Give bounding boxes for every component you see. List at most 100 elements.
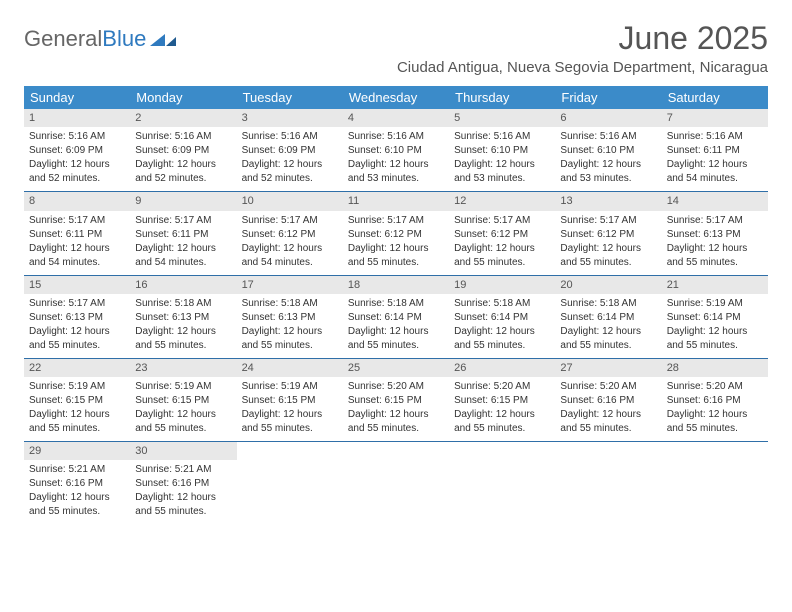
day-info-line: and 55 minutes.	[29, 422, 125, 435]
day-info-line: and 55 minutes.	[454, 256, 550, 269]
day-info-line: Sunset: 6:09 PM	[242, 144, 338, 157]
day-number: 29	[24, 442, 130, 460]
day-info-line: Daylight: 12 hours	[29, 242, 125, 255]
day-info-line: Sunrise: 5:16 AM	[135, 130, 231, 143]
day-info-line: Sunrise: 5:18 AM	[135, 297, 231, 310]
day-cell: 25Sunrise: 5:20 AMSunset: 6:15 PMDayligh…	[343, 359, 449, 441]
week-row: 8Sunrise: 5:17 AMSunset: 6:11 PMDaylight…	[24, 192, 768, 275]
day-info-line: Daylight: 12 hours	[667, 242, 763, 255]
day-cell: 11Sunrise: 5:17 AMSunset: 6:12 PMDayligh…	[343, 192, 449, 274]
day-number: 10	[237, 192, 343, 210]
day-info-line: and 55 minutes.	[560, 422, 656, 435]
day-number: 24	[237, 359, 343, 377]
day-cell: 26Sunrise: 5:20 AMSunset: 6:15 PMDayligh…	[449, 359, 555, 441]
day-info-line: Sunset: 6:13 PM	[135, 311, 231, 324]
day-info-line: and 55 minutes.	[348, 256, 444, 269]
day-number: 23	[130, 359, 236, 377]
day-info-line: Sunrise: 5:16 AM	[454, 130, 550, 143]
day-info-line: Sunrise: 5:19 AM	[29, 380, 125, 393]
day-cell: 28Sunrise: 5:20 AMSunset: 6:16 PMDayligh…	[662, 359, 768, 441]
day-info-line: Sunrise: 5:17 AM	[454, 214, 550, 227]
day-cell: 14Sunrise: 5:17 AMSunset: 6:13 PMDayligh…	[662, 192, 768, 274]
day-info-line: Sunrise: 5:18 AM	[560, 297, 656, 310]
day-info-line: Sunset: 6:12 PM	[242, 228, 338, 241]
page-header: GeneralBlue June 2025 Ciudad Antigua, Nu…	[24, 20, 768, 76]
day-info-line: and 52 minutes.	[242, 172, 338, 185]
day-number: 20	[555, 276, 661, 294]
day-cell: 12Sunrise: 5:17 AMSunset: 6:12 PMDayligh…	[449, 192, 555, 274]
day-info-line: and 55 minutes.	[135, 422, 231, 435]
day-info-line: Sunrise: 5:19 AM	[242, 380, 338, 393]
day-info-line: Daylight: 12 hours	[348, 325, 444, 338]
week-row: 22Sunrise: 5:19 AMSunset: 6:15 PMDayligh…	[24, 359, 768, 442]
day-info-line: and 53 minutes.	[348, 172, 444, 185]
day-info-line: Sunrise: 5:17 AM	[29, 297, 125, 310]
day-info-line: Sunset: 6:13 PM	[242, 311, 338, 324]
day-info-line: and 55 minutes.	[454, 422, 550, 435]
day-info-line: and 54 minutes.	[667, 172, 763, 185]
weekday-header: Friday	[555, 86, 661, 109]
day-cell: 4 Sunrise: 5:16 AMSunset: 6:10 PMDaylight…	[343, 109, 449, 191]
day-info-line: Sunset: 6:11 PM	[29, 228, 125, 241]
day-info-line: and 53 minutes.	[560, 172, 656, 185]
day-number: 15	[24, 276, 130, 294]
day-cell: 2Sunrise: 5:16 AMSunset: 6:09 PMDaylight…	[130, 109, 236, 191]
day-info-line: Sunset: 6:10 PM	[454, 144, 550, 157]
day-info-line: Sunrise: 5:17 AM	[560, 214, 656, 227]
day-info-line: Sunrise: 5:16 AM	[348, 130, 444, 143]
calendar: SundayMondayTuesdayWednesdayThursdayFrid…	[24, 86, 768, 524]
day-cell: 23Sunrise: 5:19 AMSunset: 6:15 PMDayligh…	[130, 359, 236, 441]
day-number: 4	[343, 109, 449, 127]
logo-text-blue: Blue	[102, 26, 146, 52]
day-number: 18	[343, 276, 449, 294]
day-info-line: Sunset: 6:10 PM	[348, 144, 444, 157]
day-cell: 24Sunrise: 5:19 AMSunset: 6:15 PMDayligh…	[237, 359, 343, 441]
day-info-line: Sunset: 6:15 PM	[348, 394, 444, 407]
weekday-header: Sunday	[24, 86, 130, 109]
day-info-line: Sunrise: 5:17 AM	[667, 214, 763, 227]
day-info-line: Daylight: 12 hours	[667, 158, 763, 171]
day-info-line: and 55 minutes.	[242, 339, 338, 352]
day-info-line: Sunset: 6:12 PM	[454, 228, 550, 241]
day-number: 16	[130, 276, 236, 294]
day-info-line: Sunrise: 5:18 AM	[242, 297, 338, 310]
weekday-header-row: SundayMondayTuesdayWednesdayThursdayFrid…	[24, 86, 768, 109]
weekday-header: Tuesday	[237, 86, 343, 109]
day-info-line: Sunrise: 5:17 AM	[348, 214, 444, 227]
day-info-line: Sunset: 6:16 PM	[667, 394, 763, 407]
logo-arrow-icon	[150, 26, 176, 52]
day-info-line: Sunrise: 5:20 AM	[348, 380, 444, 393]
day-info-line: and 55 minutes.	[242, 422, 338, 435]
day-info-line: Sunrise: 5:17 AM	[135, 214, 231, 227]
day-cell-empty	[343, 442, 449, 524]
day-info-line: Daylight: 12 hours	[348, 158, 444, 171]
month-title: June 2025	[397, 20, 768, 57]
day-cell: 3Sunrise: 5:16 AMSunset: 6:09 PMDaylight…	[237, 109, 343, 191]
day-info-line: Sunset: 6:09 PM	[135, 144, 231, 157]
day-info-line: Sunset: 6:14 PM	[667, 311, 763, 324]
day-info-line: and 52 minutes.	[29, 172, 125, 185]
day-info-line: Sunrise: 5:20 AM	[560, 380, 656, 393]
day-info-line: and 55 minutes.	[454, 339, 550, 352]
day-cell: 19Sunrise: 5:18 AMSunset: 6:14 PMDayligh…	[449, 276, 555, 358]
day-info-line: Sunset: 6:15 PM	[454, 394, 550, 407]
day-number: 17	[237, 276, 343, 294]
day-cell: 27Sunrise: 5:20 AMSunset: 6:16 PMDayligh…	[555, 359, 661, 441]
day-info-line: and 53 minutes.	[454, 172, 550, 185]
day-info-line: Daylight: 12 hours	[242, 325, 338, 338]
day-info-line: Daylight: 12 hours	[242, 242, 338, 255]
day-info-line: Sunrise: 5:21 AM	[135, 463, 231, 476]
day-info-line: Sunset: 6:13 PM	[29, 311, 125, 324]
day-info-line: Daylight: 12 hours	[667, 325, 763, 338]
day-info-line: Sunset: 6:15 PM	[242, 394, 338, 407]
day-info-line: Sunrise: 5:18 AM	[454, 297, 550, 310]
week-row: 15Sunrise: 5:17 AMSunset: 6:13 PMDayligh…	[24, 276, 768, 359]
day-info-line: Daylight: 12 hours	[29, 491, 125, 504]
day-cell: 21Sunrise: 5:19 AMSunset: 6:14 PMDayligh…	[662, 276, 768, 358]
day-info-line: Sunset: 6:12 PM	[560, 228, 656, 241]
day-info-line: Sunset: 6:15 PM	[135, 394, 231, 407]
day-info-line: Sunrise: 5:16 AM	[242, 130, 338, 143]
day-number: 5	[449, 109, 555, 127]
day-info-line: Daylight: 12 hours	[29, 325, 125, 338]
day-number: 21	[662, 276, 768, 294]
